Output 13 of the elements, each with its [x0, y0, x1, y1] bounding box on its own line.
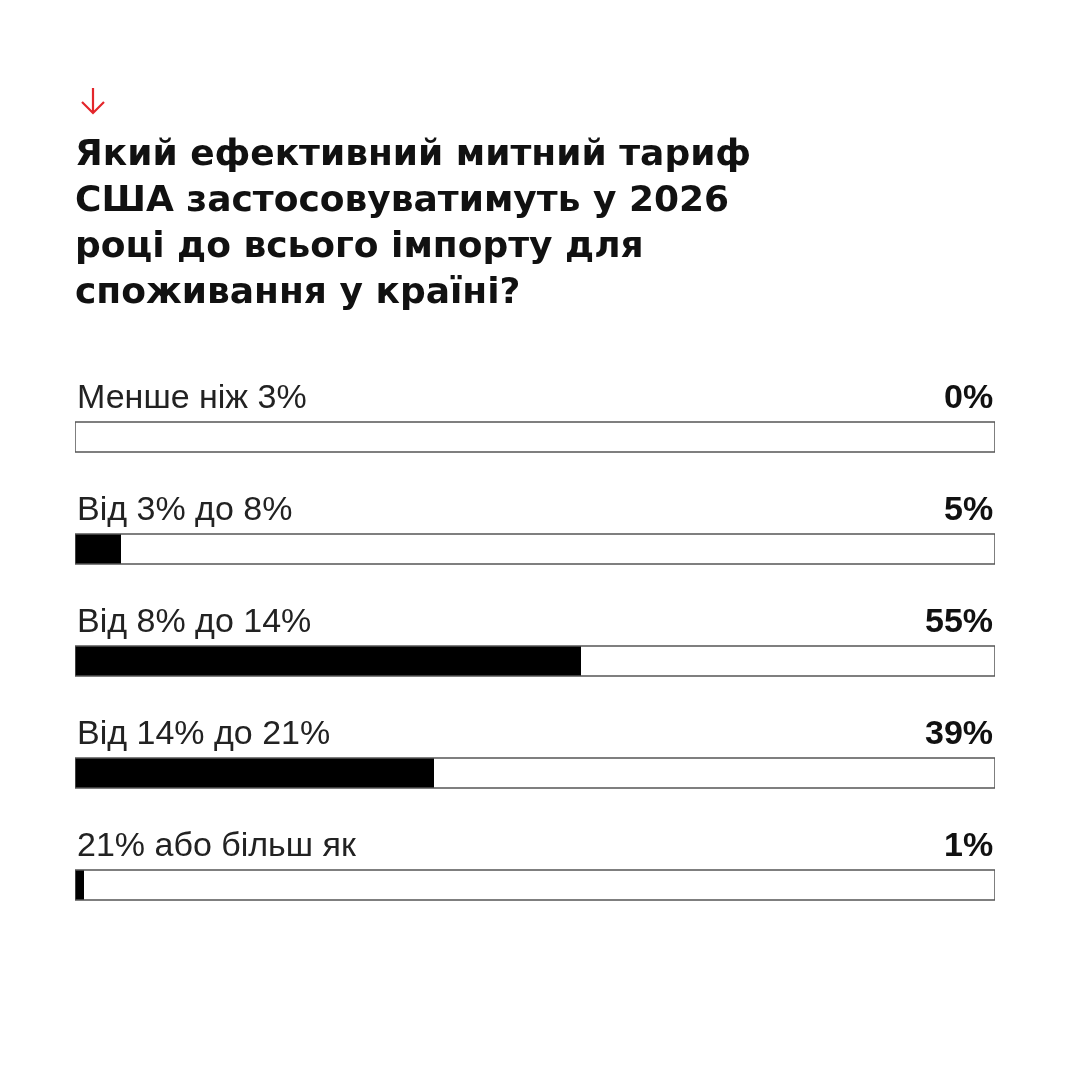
bar [75, 757, 434, 789]
chart-title: Який ефективний митний тариф США застосовуватимуть у 2026 році до всього імпорту для споживання у країні? [75, 131, 753, 313]
y-tick-label: Від 8% до 14% [77, 601, 312, 639]
y-tick-label: Від 14% до 21% [77, 713, 331, 751]
data-label: 1% [944, 825, 994, 863]
y-tick-label: Від 3% до 8% [77, 489, 293, 527]
bar [75, 645, 581, 677]
data-label: 55% [925, 601, 994, 639]
y-tick-label: 21% або більш як [77, 825, 357, 863]
data-label: 39% [925, 713, 994, 751]
y-tick-label: Менше ніж 3% [77, 377, 307, 415]
data-label: 0% [944, 377, 994, 415]
data-label: 5% [944, 489, 994, 527]
